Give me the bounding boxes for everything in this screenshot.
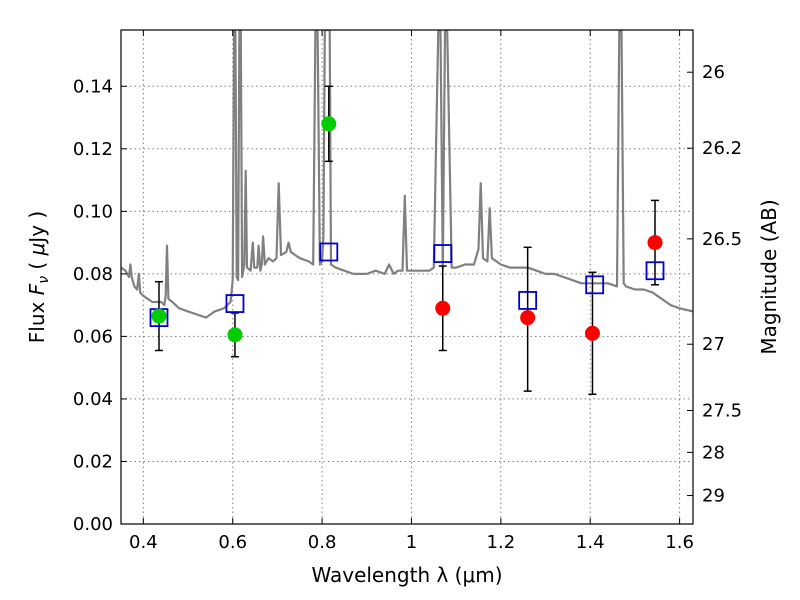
right-y-tick-label: 27 [702, 334, 725, 355]
model-spectrum-layer [121, 30, 693, 319]
model-photometry-square [585, 275, 605, 295]
grid-lines [121, 30, 693, 525]
right-y-tick-label: 29 [702, 486, 725, 507]
x-axis-label: Wavelength λ (μm) [311, 563, 502, 587]
y-tick-label: 0.04 [73, 389, 113, 410]
model-photometry-square [518, 291, 538, 310]
x-tick-label: 0.4 [129, 532, 158, 553]
x-tick-label: 0.8 [308, 532, 337, 553]
axis-ticks [121, 30, 693, 525]
y-tick-label: 0.12 [73, 139, 113, 160]
observed-point-green [321, 116, 337, 132]
y-tick-label: 0.10 [73, 201, 113, 222]
model-photometry-square [433, 244, 453, 263]
y-axis-label-prefix: Flux [25, 295, 49, 343]
y-axis-label-var: F [25, 283, 49, 295]
right-y-tick-label: 26.5 [702, 229, 742, 250]
plot-frame [120, 29, 694, 525]
model-spectrum-line [121, 30, 693, 319]
right-y-axis-label: Magnitude (AB) [757, 199, 781, 354]
observed-point-green [151, 308, 167, 324]
model-photometry-square [645, 261, 665, 281]
x-tick-label: 0.6 [218, 532, 247, 553]
observed-point-green [227, 327, 243, 343]
markers-layer [149, 116, 665, 343]
model-photometry-square [225, 294, 245, 313]
model-photometry-square [319, 242, 339, 262]
y-tick-label: 0.08 [73, 264, 113, 285]
observed-point-red [435, 300, 451, 316]
x-tick-label: 1 [406, 532, 417, 553]
x-tick-label: 1.6 [665, 532, 694, 553]
y-axis-label-open: ( [25, 255, 49, 276]
y-axis-label-unit: Jy ) [25, 211, 49, 245]
y-axis-label: Flux Fν ( μJy ) [25, 211, 52, 343]
observed-point-red [584, 325, 600, 341]
y-axis-label-mu: μ [25, 243, 49, 257]
y-axis-label-sub: ν [36, 276, 52, 284]
observed-point-red [520, 310, 536, 326]
right-y-tick-label: 26.2 [702, 138, 742, 159]
y-tick-label: 0.14 [73, 76, 113, 97]
y-tick-label: 0.00 [73, 514, 113, 535]
observed-point-red [647, 235, 663, 251]
x-tick-label: 1.2 [487, 532, 516, 553]
right-y-tick-label: 27.5 [702, 401, 742, 422]
right-y-tick-label: 26 [702, 62, 725, 83]
y-tick-label: 0.06 [73, 326, 113, 347]
y-tick-label: 0.02 [73, 451, 113, 472]
x-tick-label: 1.4 [576, 532, 605, 553]
right-y-tick-label: 28 [702, 442, 725, 463]
